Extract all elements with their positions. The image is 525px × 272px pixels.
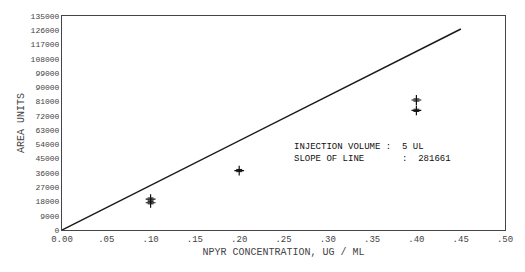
- svg-text:45000: 45000: [35, 154, 59, 163]
- svg-text:63000: 63000: [35, 126, 59, 135]
- svg-text:54000: 54000: [35, 140, 59, 149]
- svg-text:18000: 18000: [35, 197, 59, 206]
- svg-text:.45: .45: [453, 235, 469, 245]
- svg-text:.40: .40: [408, 235, 424, 245]
- svg-text:27000: 27000: [35, 183, 59, 192]
- svg-text:117000: 117000: [31, 40, 60, 49]
- svg-text:0: 0: [55, 226, 60, 235]
- svg-text:.25: .25: [275, 235, 291, 245]
- svg-text:AREA UNITS: AREA UNITS: [16, 93, 27, 153]
- svg-text:NPYR CONCENTRATION, UG / ML: NPYR CONCENTRATION, UG / ML: [202, 247, 364, 258]
- svg-text:INJECTION VOLUME : 5 ULSLOPE: INJECTION VOLUME : 5 ULSLOPE OF LINE : 2…: [294, 142, 451, 164]
- svg-text:.10: .10: [142, 235, 158, 245]
- svg-text:.15: .15: [187, 235, 203, 245]
- svg-text:0.00: 0.00: [51, 235, 73, 245]
- svg-text:.30: .30: [320, 235, 336, 245]
- svg-text:126000: 126000: [31, 26, 60, 35]
- svg-text:108000: 108000: [31, 55, 60, 64]
- svg-text:9000: 9000: [40, 212, 59, 221]
- svg-text:.05: .05: [98, 235, 114, 245]
- svg-text:90000: 90000: [35, 83, 59, 92]
- svg-text:135000: 135000: [31, 12, 60, 21]
- svg-text:.20: .20: [231, 235, 247, 245]
- svg-text:.35: .35: [364, 235, 380, 245]
- svg-text:.50: .50: [497, 235, 513, 245]
- svg-text:99000: 99000: [35, 69, 59, 78]
- svg-text:72000: 72000: [35, 112, 59, 121]
- svg-text:81000: 81000: [35, 97, 59, 106]
- svg-text:36000: 36000: [35, 169, 59, 178]
